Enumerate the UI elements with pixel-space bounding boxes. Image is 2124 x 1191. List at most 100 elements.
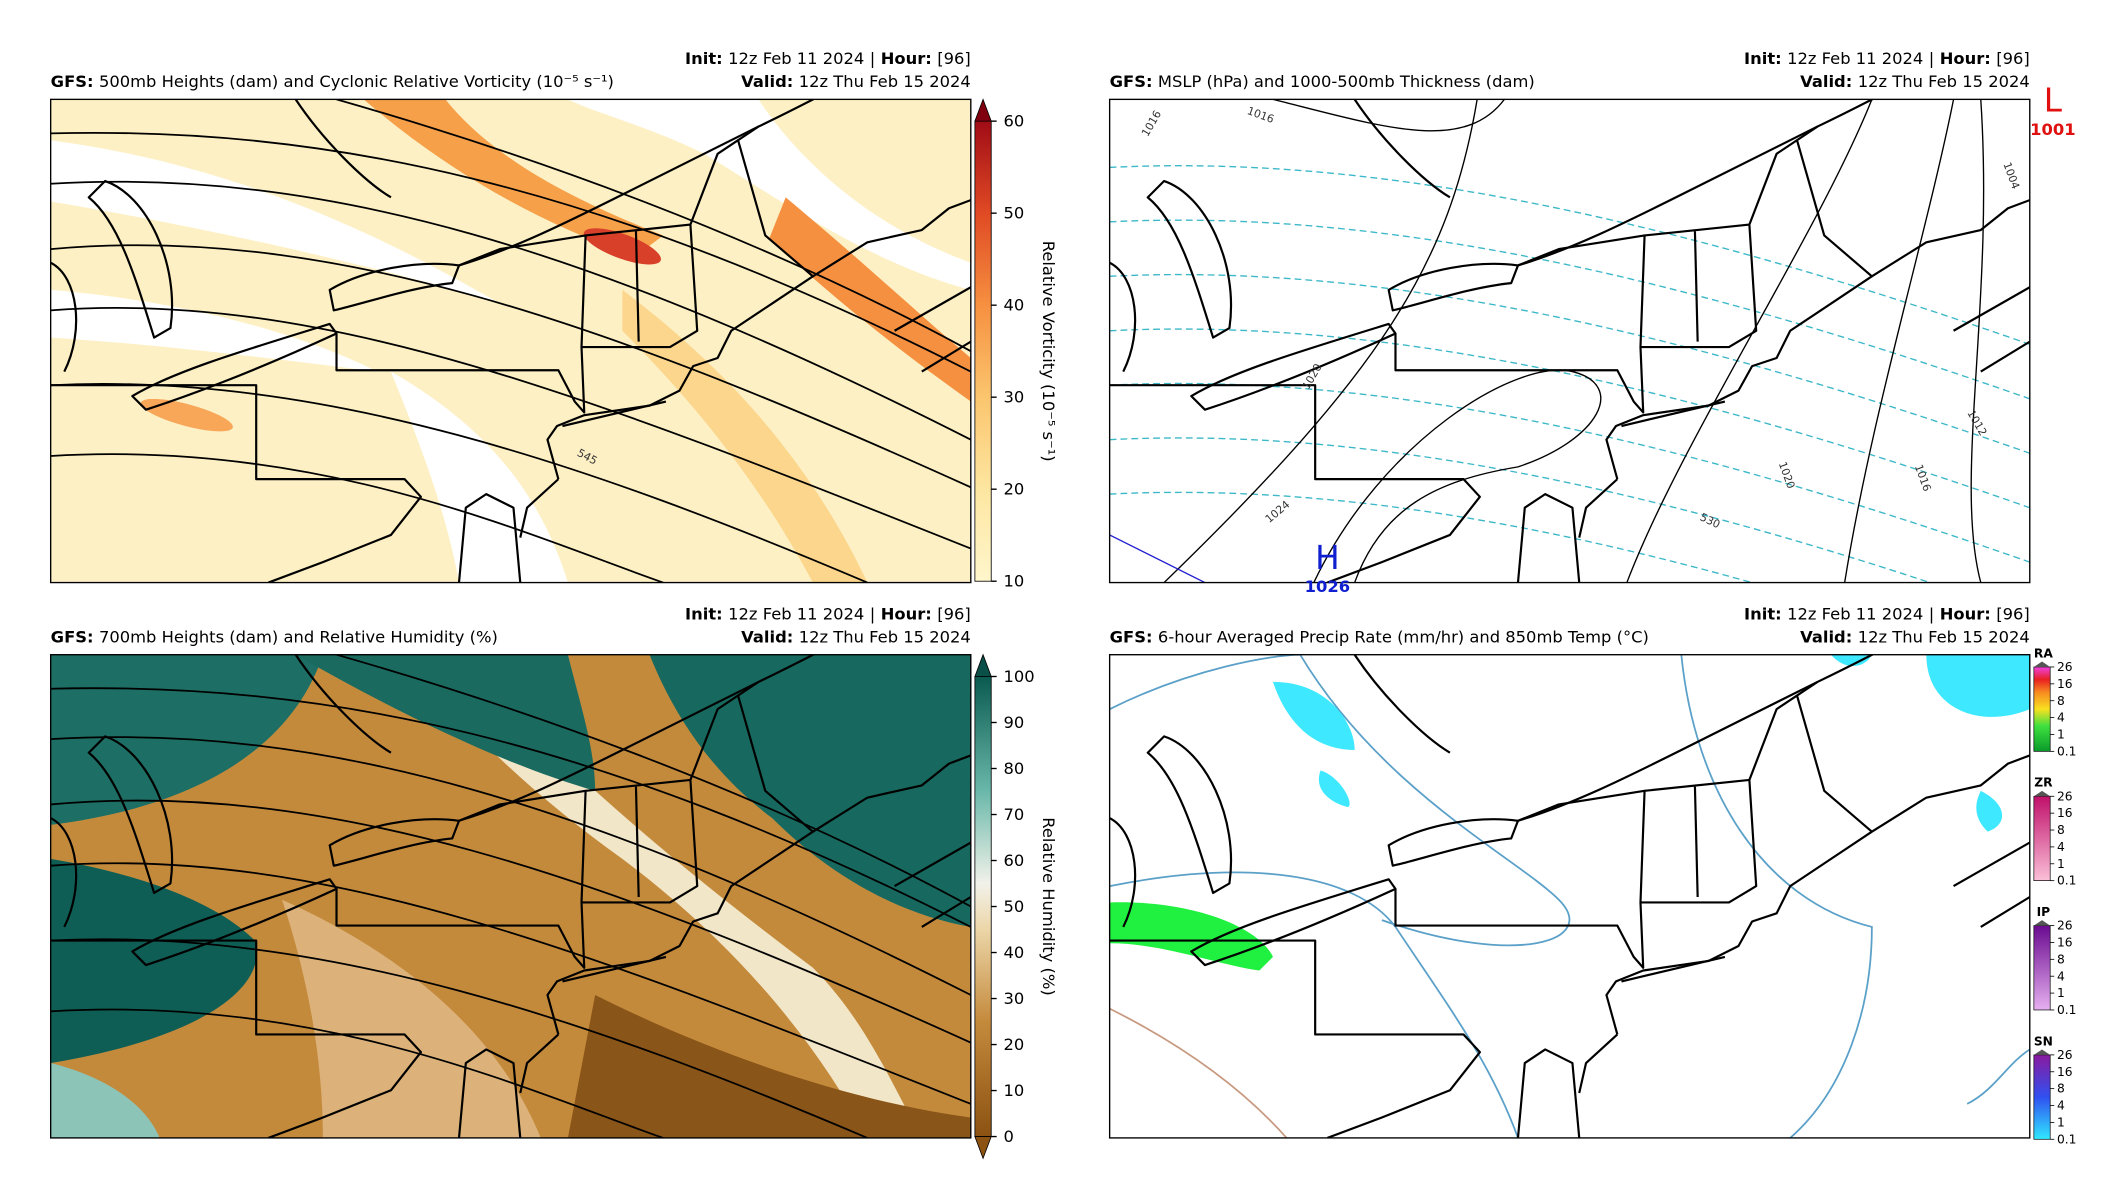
valid-value: 12z Thu Feb 15 2024 bbox=[1858, 627, 2030, 646]
precip-bar-extend bbox=[2033, 1049, 2051, 1055]
precip-bar bbox=[2033, 795, 2051, 881]
isobar bbox=[1843, 99, 1955, 583]
precip-tick-label: 16 bbox=[2057, 677, 2073, 691]
header-part: Init: bbox=[685, 604, 723, 623]
precip-tick-label: 26 bbox=[2057, 660, 2073, 674]
map-content bbox=[50, 654, 971, 1138]
header-part: 12z Feb 11 2024 bbox=[728, 604, 864, 623]
precip-tick-label: 16 bbox=[2057, 806, 2073, 820]
precip-area bbox=[1831, 654, 2030, 832]
title-text: 700mb Heights (dam) and Relative Humidit… bbox=[99, 627, 498, 646]
map-frame bbox=[1108, 654, 2031, 1139]
temp-contour bbox=[1109, 871, 1519, 1138]
precip-tick-label: 8 bbox=[2057, 823, 2065, 837]
precip-tick-label: 4 bbox=[2057, 969, 2065, 983]
map-fill bbox=[567, 994, 971, 1138]
precip-tick-label: 0.1 bbox=[2057, 744, 2076, 758]
precip-tick-label: 16 bbox=[2057, 1065, 2073, 1079]
init-header: Init: 12z Feb 11 2024 | Hour: [96] bbox=[685, 604, 971, 623]
colorbar-tick-label: 60 bbox=[1003, 851, 1024, 870]
pressure-value: 1026 bbox=[1305, 577, 1350, 596]
temp-contour bbox=[1966, 1048, 2030, 1105]
map-panel bbox=[49, 98, 972, 584]
colorbar-tick-label: 100 bbox=[1003, 667, 1034, 686]
header-part: | bbox=[870, 604, 876, 623]
map-panel bbox=[1108, 98, 2031, 584]
model-name: GFS: bbox=[1110, 72, 1153, 91]
thickness-contour bbox=[1109, 328, 2030, 509]
colorbar-extend bbox=[974, 98, 992, 122]
precip-bar-name: IP bbox=[2037, 905, 2051, 919]
valid-label: Valid: bbox=[741, 72, 793, 91]
valid-value: 12z Thu Feb 15 2024 bbox=[799, 627, 971, 646]
map-fill bbox=[282, 899, 541, 1138]
isobar bbox=[1626, 99, 1873, 583]
map-fill bbox=[583, 228, 661, 265]
precip-bar-name: SN bbox=[2034, 1034, 2053, 1048]
map-fill bbox=[295, 654, 596, 791]
thickness-contour bbox=[1109, 219, 2030, 400]
precip-area bbox=[1109, 902, 1273, 971]
header-part: Hour: bbox=[1940, 49, 1991, 68]
valid-header: Valid: 12z Thu Feb 15 2024 bbox=[741, 72, 971, 91]
precip-bar-extend bbox=[2033, 790, 2051, 797]
colorbar-tick-label: 30 bbox=[1003, 388, 1024, 407]
map-fill bbox=[50, 140, 500, 304]
map-frame bbox=[1108, 98, 2031, 584]
map-fill bbox=[363, 99, 664, 256]
precip-tick-label: 8 bbox=[2057, 952, 2065, 966]
colorbar-tick-label: 90 bbox=[1003, 713, 1024, 732]
isobar bbox=[1970, 99, 1985, 583]
header-part: [96] bbox=[1996, 604, 2030, 623]
colorbar-tick-label: 10 bbox=[1003, 572, 1024, 591]
header-part: Init: bbox=[1744, 49, 1782, 68]
colorbar-tick-label: 60 bbox=[1003, 112, 1024, 131]
precip-tick-label: 1 bbox=[2057, 986, 2065, 1000]
map-fill bbox=[50, 1063, 160, 1138]
precip-bar-name: RA bbox=[2034, 646, 2053, 660]
temp-contour bbox=[1299, 654, 1571, 947]
valid-label: Valid: bbox=[1800, 627, 1852, 646]
precip-bar bbox=[2033, 1054, 2051, 1140]
precip-bar-extend bbox=[2033, 661, 2051, 667]
isobar bbox=[1109, 534, 1206, 583]
colorbar-tick-label: 70 bbox=[1003, 805, 1024, 824]
map-content bbox=[1109, 99, 2030, 583]
header-part: [96] bbox=[1996, 49, 2030, 68]
header-part: [96] bbox=[937, 604, 971, 623]
map-panel bbox=[1108, 654, 2031, 1139]
precip-bar-extend bbox=[2033, 920, 2051, 926]
header-part: | bbox=[1929, 604, 1935, 623]
map-content bbox=[50, 99, 971, 583]
init-header: Init: 12z Feb 11 2024 | Hour: [96] bbox=[1744, 604, 2030, 623]
precip-tick-label: 16 bbox=[2057, 936, 2073, 950]
colorbar-tick-label: 50 bbox=[1003, 204, 1024, 223]
map-fill bbox=[622, 289, 868, 583]
precip-tick-label: 1 bbox=[2057, 857, 2065, 871]
colorbar-tick-label: 80 bbox=[1003, 759, 1024, 778]
panel-title: GFS: 700mb Heights (dam) and Relative Hum… bbox=[51, 627, 498, 646]
colorbar-tick-label: 20 bbox=[1003, 1035, 1024, 1054]
header-part: Hour: bbox=[881, 604, 932, 623]
maps bbox=[49, 98, 2031, 1139]
valid-label: Valid: bbox=[741, 627, 793, 646]
header-part: Init: bbox=[1744, 604, 1782, 623]
map-fill bbox=[1109, 99, 2030, 583]
colorbar-tick-label: 30 bbox=[1003, 989, 1024, 1008]
colorbar-tick-label: 40 bbox=[1003, 296, 1024, 315]
panel-title: GFS: 6-hour Averaged Precip Rate (mm/hr) … bbox=[1110, 627, 1649, 646]
precip-tick-label: 26 bbox=[2057, 789, 2073, 803]
map-fill bbox=[1109, 654, 2030, 1138]
precip-tick-label: 0.1 bbox=[2057, 1003, 2076, 1017]
precip-tick-label: 8 bbox=[2057, 694, 2065, 708]
valid-header: Valid: 12z Thu Feb 15 2024 bbox=[1800, 72, 2030, 91]
title-text: 500mb Heights (dam) and Cyclonic Relativ… bbox=[99, 72, 614, 91]
isobar bbox=[1163, 99, 1478, 583]
precip-tick-label: 1 bbox=[2057, 1115, 2065, 1129]
map-fill bbox=[649, 654, 971, 927]
colorbar-tick-label: 40 bbox=[1003, 943, 1024, 962]
precip-tick-label: 26 bbox=[2057, 919, 2073, 933]
colorbar-extend bbox=[974, 653, 992, 677]
header-part: 12z Feb 11 2024 bbox=[1787, 49, 1923, 68]
